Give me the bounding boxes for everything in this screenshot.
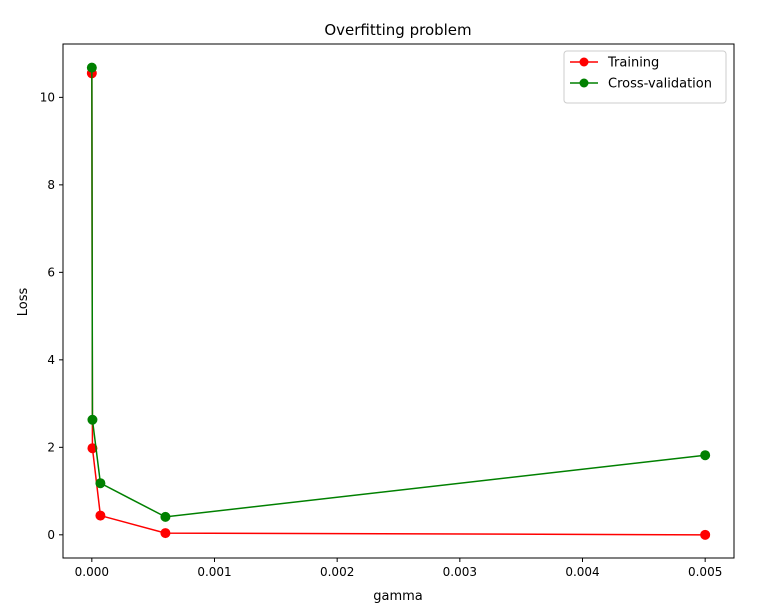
legend-label-training: Training — [607, 56, 659, 71]
x-axis: 0.000 0.001 0.002 0.003 0.004 0.005 — [75, 558, 722, 579]
x-tick-label-2: 0.002 — [320, 565, 354, 579]
y-tick-label-1: 2 — [47, 440, 55, 454]
y-tick-label-3: 6 — [47, 265, 55, 279]
x-tick-label-4: 0.004 — [565, 565, 599, 579]
data-point-training-2 — [95, 510, 106, 521]
y-tick-label-5: 10 — [40, 90, 55, 104]
legend-label-cross-validation: Cross-validation — [608, 77, 712, 92]
y-tick-label-2: 4 — [47, 353, 55, 367]
data-point-cross-validation-2 — [95, 478, 106, 489]
x-tick-label-1: 0.001 — [197, 565, 231, 579]
x-tick-label-5: 0.005 — [688, 565, 722, 579]
y-axis-label: Loss — [16, 288, 31, 317]
data-point-cross-validation-4 — [700, 450, 711, 461]
plot-frame — [62, 43, 735, 559]
data-point-cross-validation-1 — [87, 414, 98, 425]
chart-title: Overfitting problem — [324, 21, 471, 39]
x-tick-label-0: 0.000 — [75, 565, 109, 579]
data-point-cross-validation-3 — [160, 511, 171, 522]
y-tick-label-0: 0 — [47, 528, 55, 542]
series-layer — [86, 62, 711, 540]
x-axis-label: gamma — [373, 589, 423, 604]
legend: Training Cross-validation — [563, 50, 727, 104]
data-point-cross-validation-0 — [86, 62, 97, 73]
data-point-training-1 — [87, 443, 98, 454]
y-tick-label-4: 8 — [47, 178, 55, 192]
data-point-training-3 — [160, 528, 171, 539]
legend-box — [563, 50, 727, 104]
y-axis: 0 2 4 6 8 10 — [40, 90, 63, 542]
legend-marker-cross-validation — [579, 78, 589, 88]
legend-marker-training — [579, 57, 589, 67]
x-tick-label-3: 0.003 — [443, 565, 477, 579]
plot-area — [62, 43, 735, 559]
data-point-training-4 — [700, 529, 711, 540]
